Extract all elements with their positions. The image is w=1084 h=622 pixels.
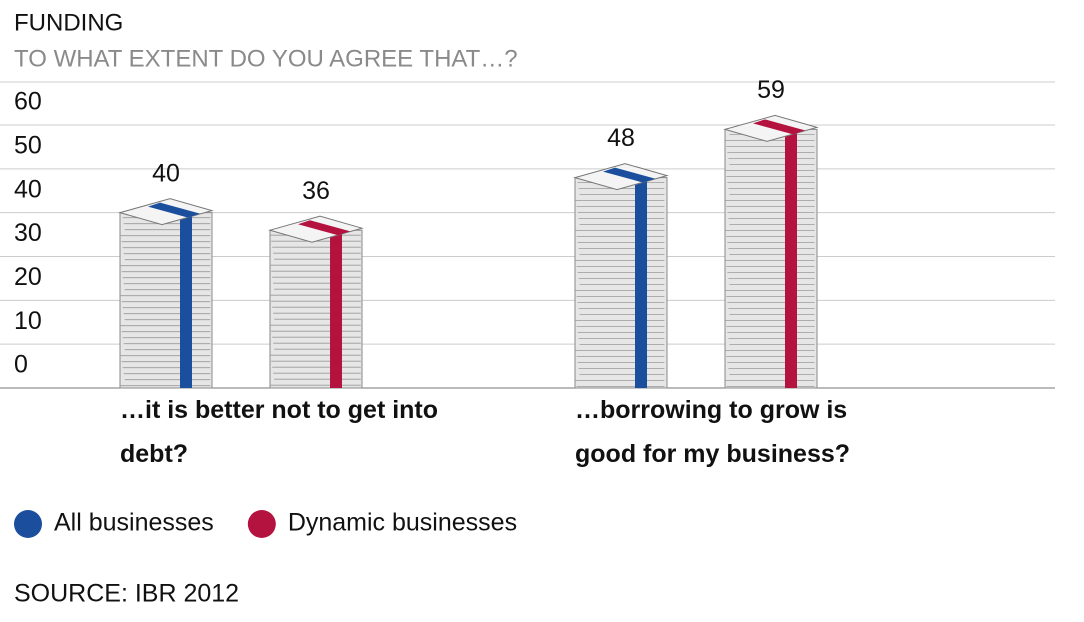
chart-subtitle: TO WHAT EXTENT DO YOU AGREE THAT…? [14,45,518,72]
top-bill [573,163,669,191]
source: SOURCE: IBR 2012 [14,580,239,608]
top-bill [118,198,214,226]
top-band [603,167,655,183]
band-strip [330,230,342,388]
top-band [148,202,200,218]
value-label: 48 [607,124,635,152]
chart-title: FUNDING [14,9,123,36]
value-label: 40 [152,159,180,187]
bar [269,229,363,389]
y-tick-label: 40 [14,175,42,203]
legend-marker [14,510,42,538]
y-tick-label: 60 [14,88,42,116]
bar [724,128,818,389]
legend-marker [247,510,276,538]
top-bill [268,215,364,243]
band-strip [785,129,797,388]
category-label: …it is better not to get into debt? [120,396,439,468]
y-tick-label: 50 [14,131,42,159]
y-tick-label: 20 [14,263,42,291]
band-strip [180,212,192,388]
value-label: 59 [757,76,785,104]
top-bill [723,114,819,142]
y-tick-label: 0 [14,351,28,379]
legend-label: All businesses [54,509,214,537]
y-tick-label: 30 [14,219,42,247]
category-label: …borrowing to grow is good for my busine… [575,396,851,468]
legend-label: Dynamic businesses [288,509,517,537]
top-band [298,220,350,236]
y-tick-label: 10 [14,307,42,335]
band-strip [635,177,647,388]
top-band [753,119,805,135]
value-label: 36 [302,177,330,205]
